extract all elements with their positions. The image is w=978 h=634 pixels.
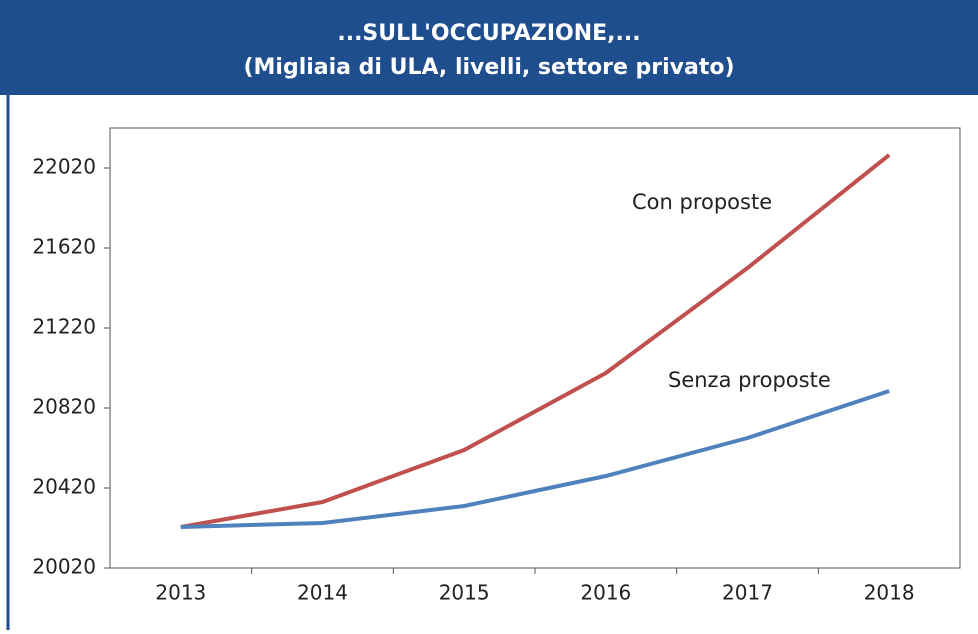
- series-label: Con proposte: [632, 190, 772, 214]
- y-tick-label: 21620: [32, 235, 96, 259]
- y-tick-label: 22020: [32, 155, 96, 179]
- x-tick-label: 2013: [155, 581, 206, 605]
- x-tick-label: 2018: [864, 581, 915, 605]
- y-tick-label: 21220: [32, 315, 96, 339]
- series-label: Senza proposte: [668, 368, 831, 392]
- x-tick-label: 2015: [439, 581, 490, 605]
- x-tick-label: 2014: [297, 581, 348, 605]
- x-tick-label: 2016: [580, 581, 631, 605]
- y-tick-label: 20820: [32, 395, 96, 419]
- y-tick-label: 20420: [32, 475, 96, 499]
- plot-frame: [109, 127, 961, 569]
- chart-subtitle: (Migliaia di ULA, livelli, settore priva…: [243, 55, 734, 80]
- header-banner: [0, 0, 978, 95]
- x-tick-label: 2017: [722, 581, 773, 605]
- y-tick-label: 20020: [32, 555, 96, 579]
- series-line: [180, 153, 891, 529]
- series-line: [180, 389, 890, 529]
- chart-title: ...SULL'OCCUPAZIONE,...: [337, 21, 640, 46]
